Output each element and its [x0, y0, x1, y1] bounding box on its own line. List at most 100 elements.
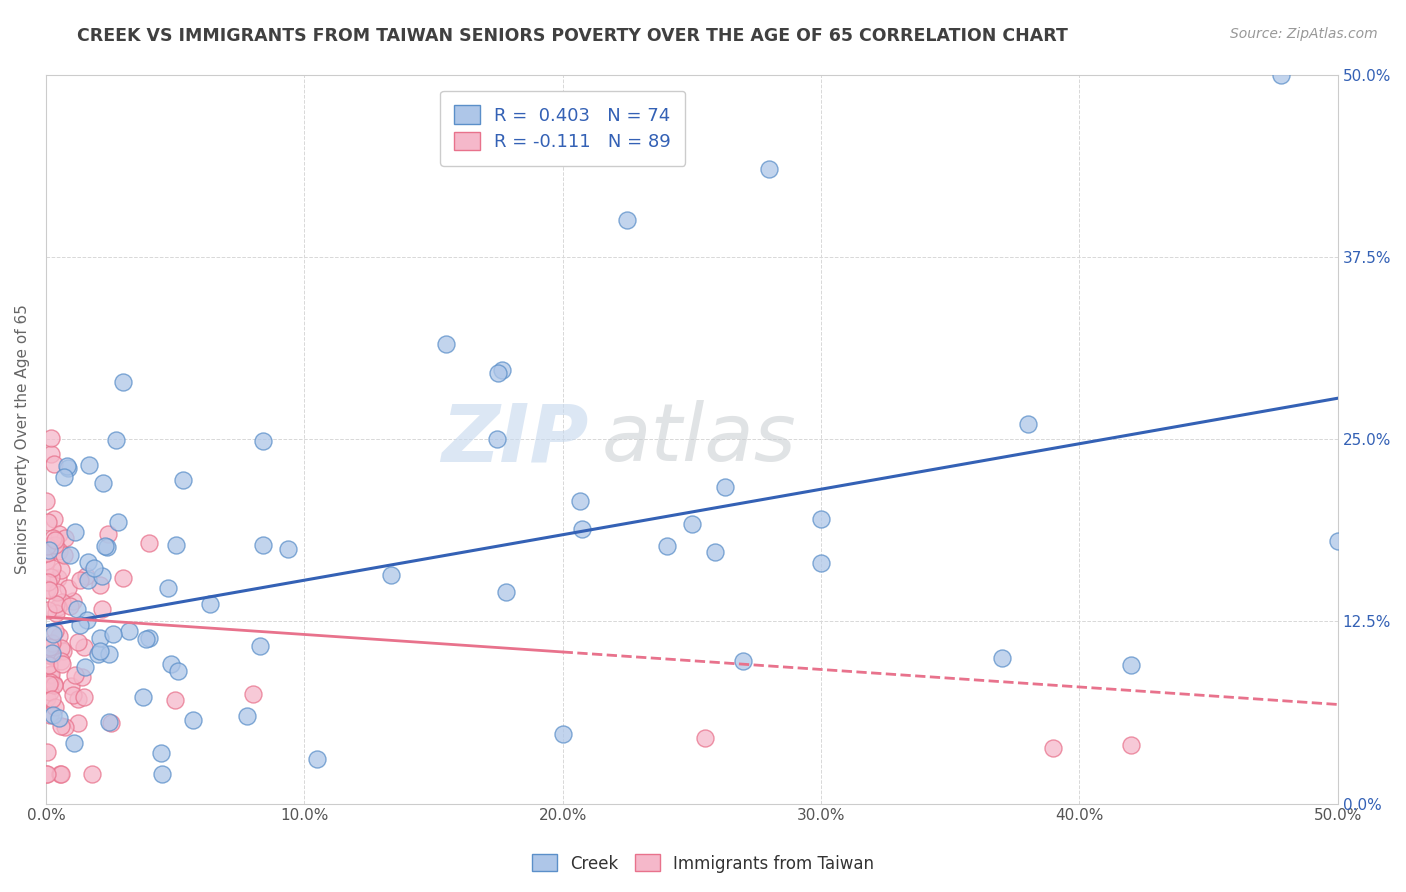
Point: [35, 640, 58, 654]
Point: [52, 548, 75, 562]
Point: [1119, 739, 1142, 753]
Point: [37, 575, 59, 590]
Point: [62, 688, 84, 702]
Point: [571, 522, 593, 536]
Point: [65, 668, 87, 682]
Point: [569, 494, 592, 508]
Point: [66, 602, 89, 616]
Point: [1042, 741, 1064, 756]
Point: [63, 735, 86, 749]
Point: [91, 476, 114, 491]
Point: [37, 603, 59, 617]
Point: [87, 647, 110, 661]
Point: [37, 515, 59, 529]
Text: Source: ZipAtlas.com: Source: ZipAtlas.com: [1230, 27, 1378, 41]
Point: [252, 434, 274, 448]
Point: [44, 458, 66, 472]
Point: [59, 599, 82, 613]
Point: [45, 585, 67, 599]
Point: [38, 640, 60, 654]
Point: [44, 699, 66, 714]
Point: [41, 692, 63, 706]
Point: [35, 493, 58, 508]
Point: [97, 647, 120, 661]
Point: [41, 531, 63, 545]
Point: [67, 715, 90, 730]
Point: [35, 539, 58, 553]
Point: [35, 677, 58, 691]
Point: [73, 690, 96, 704]
Point: [49, 767, 72, 781]
Point: [758, 162, 780, 177]
Point: [39, 539, 62, 553]
Point: [991, 650, 1014, 665]
Point: [48, 711, 70, 725]
Text: CREEK VS IMMIGRANTS FROM TAIWAN SENIORS POVERTY OVER THE AGE OF 65 CORRELATION C: CREEK VS IMMIGRANTS FROM TAIWAN SENIORS …: [77, 27, 1069, 45]
Point: [48, 544, 70, 558]
Point: [235, 709, 257, 723]
Point: [380, 568, 402, 582]
Point: [172, 473, 194, 487]
Point: [693, 731, 716, 745]
Point: [101, 627, 124, 641]
Point: [655, 539, 678, 553]
Legend: Creek, Immigrants from Taiwan: Creek, Immigrants from Taiwan: [524, 847, 882, 880]
Point: [79, 458, 101, 473]
Point: [51, 595, 73, 609]
Point: [97, 527, 120, 541]
Point: [307, 752, 329, 766]
Point: [181, 713, 204, 727]
Point: [56, 581, 79, 595]
Point: [491, 363, 513, 377]
Point: [39, 667, 62, 681]
Point: [63, 524, 86, 539]
Point: [1326, 534, 1348, 549]
Point: [165, 538, 187, 552]
Point: [38, 543, 60, 558]
Point: [48, 629, 70, 643]
Point: [35, 673, 58, 687]
Point: [48, 526, 70, 541]
Legend: R =  0.403   N = 74, R = -0.111   N = 89: R = 0.403 N = 74, R = -0.111 N = 89: [440, 91, 685, 166]
Text: ZIP: ZIP: [441, 401, 589, 478]
Point: [44, 538, 66, 552]
Point: [72, 670, 94, 684]
Point: [75, 569, 97, 583]
Point: [810, 512, 832, 526]
Point: [150, 767, 173, 781]
Point: [35, 582, 58, 597]
Point: [44, 624, 66, 638]
Point: [434, 337, 457, 351]
Point: [90, 569, 112, 583]
Point: [714, 481, 737, 495]
Point: [38, 582, 60, 597]
Point: [35, 767, 58, 781]
Point: [112, 571, 135, 585]
Point: [53, 720, 76, 734]
Point: [51, 719, 73, 733]
Point: [616, 213, 638, 227]
Point: [1270, 68, 1292, 82]
Point: [39, 431, 62, 445]
Point: [46, 571, 69, 585]
Point: [69, 573, 91, 587]
Point: [733, 654, 755, 668]
Point: [35, 691, 58, 706]
Point: [42, 677, 65, 691]
Point: [38, 685, 60, 699]
Point: [59, 548, 82, 562]
Point: [41, 569, 63, 583]
Text: atlas: atlas: [602, 401, 796, 478]
Point: [810, 556, 832, 570]
Point: [157, 581, 180, 595]
Point: [45, 606, 67, 620]
Point: [52, 470, 75, 484]
Point: [49, 767, 72, 781]
Point: [45, 597, 67, 611]
Point: [76, 613, 98, 627]
Point: [96, 540, 118, 554]
Point: [38, 658, 60, 673]
Point: [200, 598, 222, 612]
Point: [160, 657, 183, 671]
Point: [37, 745, 59, 759]
